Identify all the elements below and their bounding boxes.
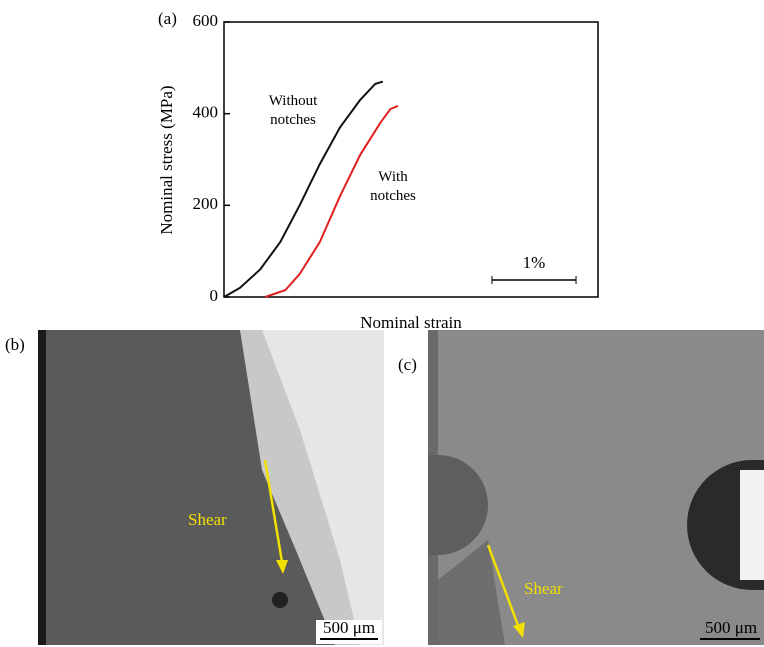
series-label: With notches — [362, 168, 424, 206]
y-axis-label: Nominal stress (MPa) — [157, 85, 176, 234]
figure-canvas: (a) Nominal strain Nominal stress (MPa) … — [0, 0, 764, 647]
micrograph-b — [38, 330, 384, 645]
panel-label: (b) — [5, 335, 25, 354]
scale-bar-label: 500 μm — [705, 618, 757, 637]
y-tick-label: 200 — [193, 194, 219, 213]
y-tick-label: 0 — [210, 286, 219, 305]
scale-bar-label: 500 μm — [323, 618, 375, 637]
panel-label: (c) — [398, 355, 417, 374]
x-axis-label: Nominal strain — [360, 313, 462, 332]
shear-label: Shear — [524, 579, 563, 598]
micrograph-c — [428, 330, 764, 645]
shear-label: Shear — [188, 510, 227, 529]
y-tick-label: 400 — [193, 103, 219, 122]
panel-label: (a) — [158, 9, 177, 28]
scale-bar-label: 1% — [523, 253, 546, 272]
figure: (a) Nominal strain Nominal stress (MPa) … — [0, 0, 764, 647]
y-tick-label: 600 — [193, 11, 219, 30]
series-label: Without notches — [262, 92, 324, 130]
